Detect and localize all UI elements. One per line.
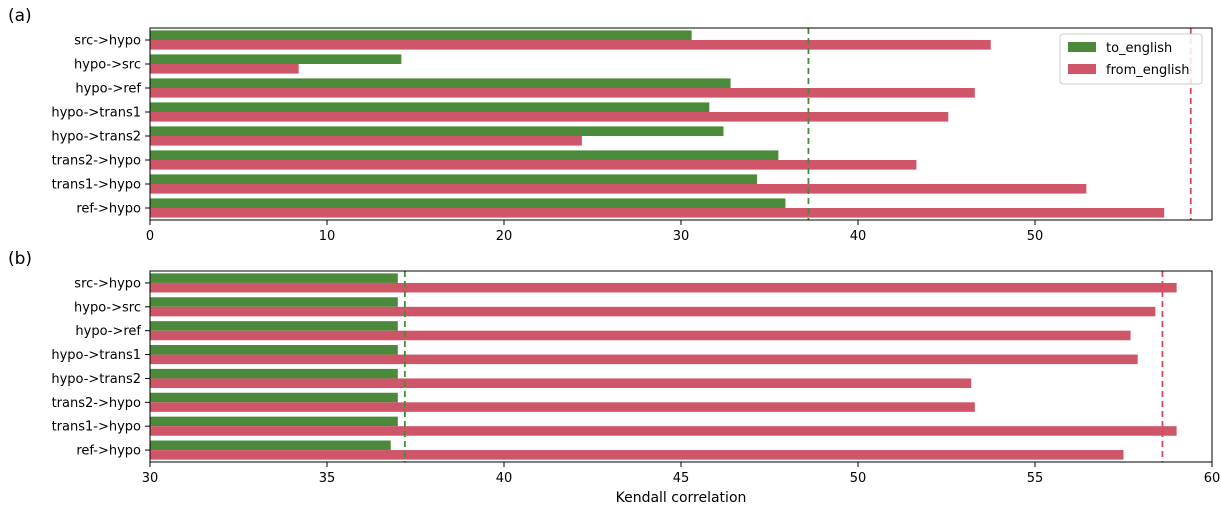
legend-label: to_english (1106, 41, 1172, 56)
y-tick-label: hypo->ref (75, 324, 141, 339)
y-tick-label: trans1->hypo (52, 420, 141, 435)
bar-to-english (150, 321, 398, 331)
x-tick-label: 45 (673, 471, 690, 486)
legend-label: from_english (1106, 63, 1189, 78)
bar-from-english (150, 354, 1138, 365)
y-tick-label: hypo->src (74, 58, 141, 73)
y-tick-label: ref->hypo (76, 444, 141, 459)
y-tick-label: hypo->trans1 (51, 106, 141, 121)
legend: to_english from_english (1059, 33, 1203, 85)
bar-from-english (150, 306, 1156, 317)
bar-to-english (150, 297, 398, 307)
bar-to-english (150, 440, 391, 451)
y-tick-label: trans2->hypo (52, 154, 141, 169)
y-tick-label: hypo->ref (75, 82, 141, 97)
x-tick-label: 40 (850, 229, 867, 244)
bar-from-english (150, 378, 972, 388)
chart-panel-2: (b) src->hypo hypo->src hypo->ref hypo->tran… (8, 249, 1220, 506)
bar-from-english (150, 426, 1177, 436)
bar-from-english (150, 88, 975, 98)
bar-to-english (150, 368, 398, 379)
y-tick-label: src->hypo (74, 276, 141, 291)
bar-from-english (150, 282, 1177, 293)
panel-label: (b) (8, 249, 32, 269)
bar-from-english (150, 450, 1124, 460)
bar-to-english (150, 416, 398, 427)
x-tick-label: 55 (1027, 471, 1044, 486)
bar-to-english (150, 78, 731, 88)
x-axis-label: Kendall correlation (616, 490, 747, 506)
bar-to-english (150, 150, 779, 160)
panel-label: (a) (8, 6, 32, 26)
x-tick-label: 10 (319, 229, 336, 244)
bar-to-english (150, 54, 402, 64)
y-tick-label: trans2->hypo (52, 396, 141, 411)
y-tick-label: hypo->trans2 (51, 130, 141, 145)
bar-from-english (150, 160, 917, 170)
legend-swatch (1068, 42, 1096, 52)
x-tick-label: 20 (496, 229, 513, 244)
x-tick-label: 50 (1027, 229, 1044, 244)
y-tick-label: hypo->trans2 (51, 372, 141, 387)
y-tick-label: src->hypo (74, 34, 141, 49)
bar-to-english (150, 273, 398, 283)
bar-from-english (150, 402, 975, 412)
bar-to-english (150, 126, 724, 136)
x-tick-label: 30 (142, 471, 159, 486)
y-tick-label: hypo->src (74, 300, 141, 315)
bar-from-english (150, 40, 991, 50)
bar-to-english (150, 174, 758, 184)
y-tick-label: hypo->trans1 (51, 348, 141, 363)
bar-from-english (150, 64, 299, 74)
x-tick-label: 30 (673, 229, 690, 244)
bar-to-english (150, 102, 710, 112)
x-tick-label: 35 (319, 471, 336, 486)
x-tick-label: 50 (850, 471, 867, 486)
x-tick-label: 40 (496, 471, 513, 486)
bar-to-english (150, 198, 786, 208)
bar-from-english (150, 136, 582, 146)
chart-panel-1: (a) src->hypo hypo->src hypo->ref hypo->tran… (8, 6, 1213, 244)
legend-swatch (1068, 64, 1096, 74)
x-tick-label: 0 (146, 229, 154, 244)
bar-to-english (150, 30, 692, 40)
y-tick-label: trans1->hypo (52, 178, 141, 193)
bar-to-english (150, 392, 398, 403)
bar-from-english (150, 208, 1165, 218)
x-tick-label: 60 (1204, 471, 1221, 486)
bar-from-english (150, 184, 1087, 194)
bar-from-english (150, 112, 949, 122)
bar-from-english (150, 330, 1131, 341)
y-tick-label: ref->hypo (76, 202, 141, 217)
bar-to-english (150, 345, 398, 355)
